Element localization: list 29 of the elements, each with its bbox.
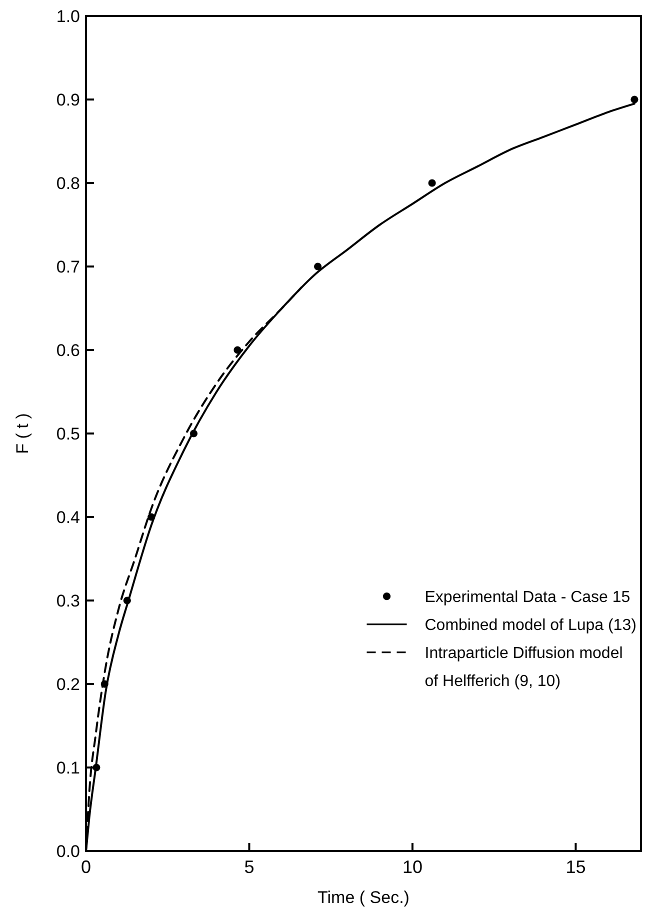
legend-label: Combined model of Lupa (13) [424,616,636,634]
y-tick-label: 0.7 [56,257,80,276]
point [314,262,322,270]
y-axis-title: F ( t ) [13,413,32,454]
x-tick-label: 5 [244,857,254,877]
point [190,430,198,438]
y-tick-label: 0.3 [56,591,80,610]
y-tick-label: 0.8 [56,174,80,193]
y-tick-label: 1.0 [56,6,80,26]
x-tick-label: 10 [402,857,422,877]
point [428,179,436,187]
point [100,680,108,688]
x-axis-title: Time ( Sec.) [318,888,410,907]
y-tick-label: 0.2 [56,674,80,694]
y-tick-label: 0.0 [56,842,80,861]
y-tick-label: 0.5 [56,424,80,444]
point [234,346,242,354]
y-tick-label: 0.4 [56,508,80,527]
point [123,596,131,604]
y-tick-label: 0.6 [56,340,80,360]
y-tick-label: 0.9 [56,90,80,110]
legend-label: Experimental Data - Case 15 [424,588,630,606]
point [92,764,100,772]
x-tick-label: 0 [80,857,92,877]
x-tick-label: 15 [566,857,586,877]
point [147,513,156,521]
point [630,96,638,104]
y-tick-label: 0.1 [56,758,80,778]
legend-label: Intraparticle Diffusion model of Helfferich (9, 10) [424,644,623,690]
